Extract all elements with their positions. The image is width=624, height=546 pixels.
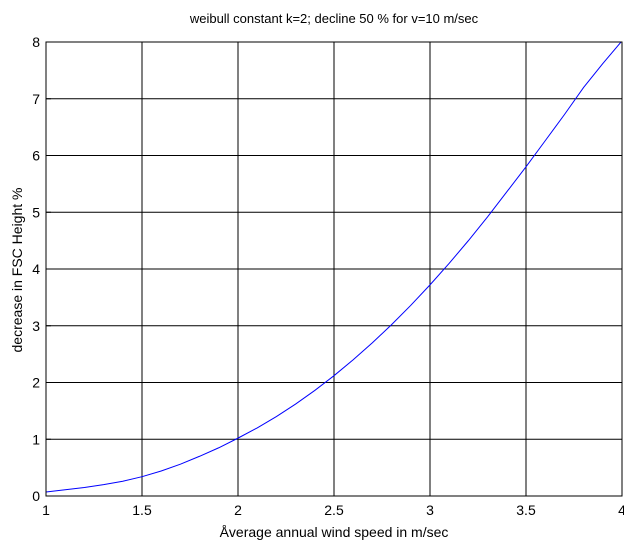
y-tick-label: 8 xyxy=(32,34,40,50)
x-tick-label: 4 xyxy=(618,502,624,518)
y-tick-label: 6 xyxy=(32,148,40,164)
x-tick-label: 1.5 xyxy=(132,502,152,518)
y-tick-label: 3 xyxy=(32,318,40,334)
y-axis-label: decrease in FSC Height % xyxy=(9,188,25,353)
y-tick-label: 0 xyxy=(32,488,40,504)
y-tick-label: 5 xyxy=(32,204,40,220)
x-tick-label: 1 xyxy=(42,502,50,518)
x-tick-label: 3.5 xyxy=(516,502,536,518)
x-axis-label: Åverage annual wind speed in m/sec xyxy=(220,524,449,540)
x-tick-label: 3 xyxy=(426,502,434,518)
y-tick-label: 1 xyxy=(32,431,40,447)
series-layer xyxy=(46,42,622,493)
x-tick-label: 2.5 xyxy=(324,502,344,518)
x-tick-label: 2 xyxy=(234,502,242,518)
y-tick-label: 4 xyxy=(32,261,40,277)
y-tick-label: 7 xyxy=(32,91,40,107)
grid-layer xyxy=(46,42,622,496)
chart-title: weibull constant k=2; decline 50 % for v… xyxy=(189,11,479,26)
series-line xyxy=(46,42,622,493)
y-tick-label: 2 xyxy=(32,375,40,391)
